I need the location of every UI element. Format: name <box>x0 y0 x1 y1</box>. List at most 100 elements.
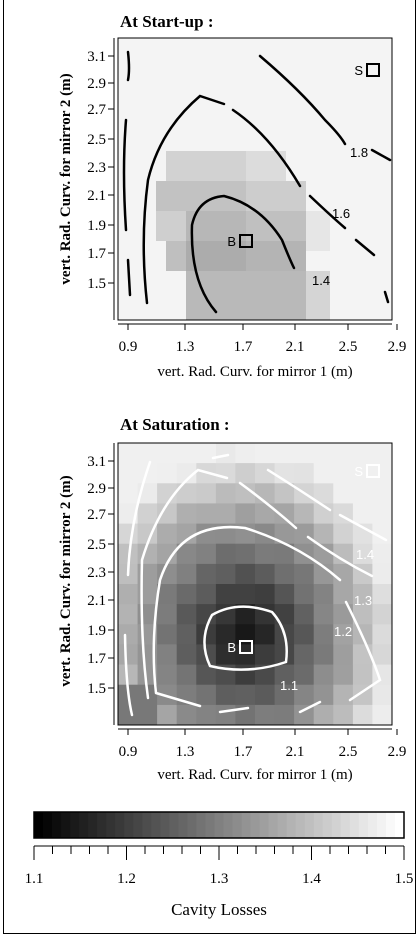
heatmap-cell <box>176 704 197 726</box>
colorbar-ticks: 1.1 1.2 1.3 1.4 1.5 <box>25 846 413 887</box>
colorbar-swatch <box>106 812 116 838</box>
colorbar-swatch <box>196 812 206 838</box>
x-axis-label: vert. Rad. Curv. for mirror 1 (m) <box>157 364 352 380</box>
heatmap-cell <box>255 624 276 645</box>
heatmap-cell <box>294 563 315 585</box>
heatmap-cell <box>118 644 139 665</box>
heatmap-cell <box>196 443 217 464</box>
point-markers: SB <box>227 464 380 655</box>
colorbar-swatch <box>43 812 53 838</box>
contour-line <box>258 54 392 162</box>
heatmap-cell <box>313 523 334 545</box>
heatmap-cell <box>333 624 354 645</box>
colorbar-swatch <box>52 812 62 838</box>
colorbar-swatch <box>160 812 170 838</box>
colorbar-swatch <box>259 812 270 838</box>
heatmap-cell <box>352 523 373 545</box>
heatmap-cell <box>176 463 197 484</box>
y-tick-label: 2.1 <box>87 593 106 609</box>
x-tick-label: 2.5 <box>339 339 358 355</box>
colorbar-tick-label: 1.2 <box>117 871 136 887</box>
heatmap-cell <box>176 483 197 504</box>
colorbar-swatch <box>349 812 360 838</box>
colorbar-swatch <box>61 812 71 838</box>
contour-label: 1.2 <box>334 624 352 639</box>
heatmap-cell <box>333 523 354 545</box>
heatmap-cell <box>372 463 393 484</box>
heatmap-cell <box>235 563 256 585</box>
heatmap-cell <box>294 503 315 524</box>
heatmap-cell <box>313 563 334 585</box>
heatmap-cell <box>255 644 276 665</box>
heatmap-cell <box>157 543 178 565</box>
heatmap-cell <box>352 684 373 706</box>
colorbar-swatch <box>34 812 44 838</box>
y-tick-label: 2.5 <box>87 537 106 553</box>
heatmap-cell <box>255 503 276 524</box>
marker-box <box>366 464 380 478</box>
contour-label: 1.3 <box>354 593 372 608</box>
heatmap-cell <box>137 443 158 464</box>
colorbar-swatch <box>214 812 225 838</box>
heatmap-cell <box>137 664 158 686</box>
heatmap-cell <box>294 664 315 686</box>
heatmap-cell <box>196 624 217 645</box>
heatmap-cell <box>274 503 295 524</box>
heatmap-cell <box>333 644 354 665</box>
heatmap-cell <box>157 664 178 686</box>
y-tick-label: 3.1 <box>87 454 106 470</box>
startup-panel: At Start-up : 3.1 2.9 2.7 2.5 2.3 2.1 1.9 1.7 1.… <box>58 12 406 380</box>
heatmap-cell <box>333 704 354 726</box>
colorbar-swatch <box>241 812 252 838</box>
heatmap-cell <box>274 684 295 706</box>
heatmap-cell <box>118 523 139 545</box>
heatmap-cell <box>157 704 178 726</box>
heatmap-cell <box>372 604 393 625</box>
colorbar-tick-label: 1.1 <box>25 871 44 887</box>
heatmap-cell <box>372 503 393 524</box>
heatmap-cell <box>157 443 178 464</box>
x-tick-label: 0.9 <box>119 339 138 355</box>
heatmap-cell <box>352 483 373 504</box>
heatmap-cell <box>333 584 354 605</box>
heatmap-cell <box>372 443 393 464</box>
y-axis: 3.1 2.9 2.7 2.5 2.3 2.1 1.9 1.7 1.5 <box>87 443 115 725</box>
contour-line <box>140 468 374 700</box>
heatmap-cell <box>118 483 139 504</box>
heatmap-cell <box>235 624 256 645</box>
heatmap-cell <box>333 543 354 565</box>
x-tick-label: 1.7 <box>234 744 253 760</box>
y-tick-label: 1.9 <box>87 218 106 234</box>
heatmap-cell <box>215 543 236 565</box>
heatmap-cell <box>215 443 236 464</box>
heatmap-cell <box>176 584 197 605</box>
heatmap-cell <box>274 664 295 686</box>
colorbar-swatch <box>331 812 342 838</box>
heatmap-cell <box>215 684 236 706</box>
heatmap-cell <box>274 604 295 625</box>
marker-label-b: B <box>227 234 236 249</box>
heatmap-cell <box>157 503 178 524</box>
heatmap-cell <box>157 644 178 665</box>
heatmap-cell <box>306 211 330 251</box>
heatmap-cell <box>372 684 393 706</box>
contour-line <box>152 525 382 714</box>
heatmap-cell <box>372 543 393 565</box>
heatmap-cell <box>118 604 139 625</box>
heatmap-cell <box>215 624 236 645</box>
y-tick-label: 2.3 <box>87 160 106 176</box>
contour-label: 1.1 <box>280 678 298 693</box>
heatmap-cell <box>196 604 217 625</box>
heatmap-cell <box>313 604 334 625</box>
heatmap-cell <box>333 563 354 585</box>
y-axis: 3.1 2.9 2.7 2.5 2.3 2.1 1.9 1.7 1.5 <box>87 38 115 320</box>
heatmap-cell <box>176 523 197 545</box>
heatmap-cell <box>235 503 256 524</box>
colorbar-swatch <box>340 812 351 838</box>
heatmap-cell <box>118 704 139 726</box>
heatmap-cell <box>274 704 295 726</box>
heatmap-cell <box>274 644 295 665</box>
heatmap-cell <box>176 443 197 464</box>
contour-line <box>123 460 152 717</box>
contour-line <box>211 453 388 542</box>
